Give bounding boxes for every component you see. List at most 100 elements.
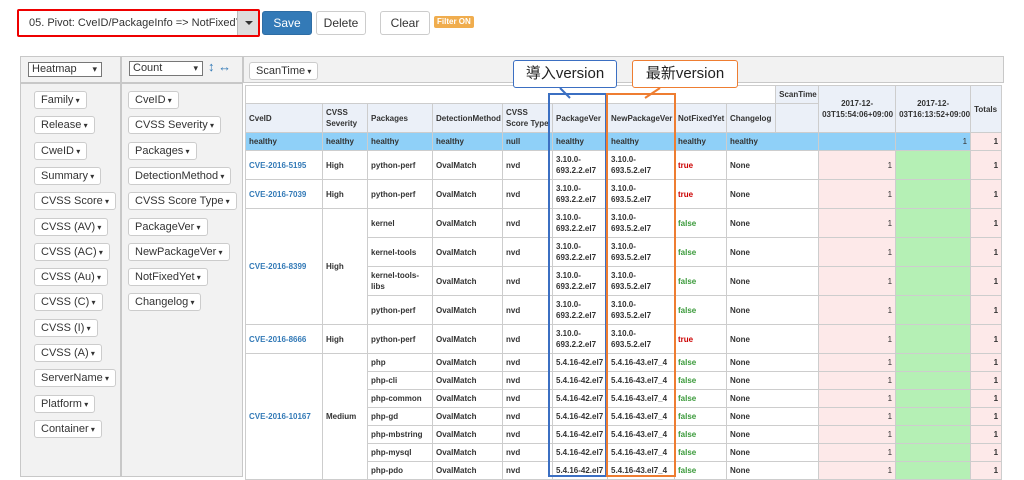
pkg-ver: 3.10.0-693.2.2.el7 — [552, 150, 608, 180]
new-ver: 5.4.16-43.el7_4 — [607, 425, 675, 444]
changelog: None — [725, 461, 820, 480]
package: python-perf — [367, 179, 433, 209]
new-ver: 3.10.0-693.5.2.el7 — [607, 324, 675, 354]
score-type: nvd — [502, 407, 553, 426]
row-header: DetectionMethod — [432, 103, 503, 133]
preset-dropdown[interactable] — [237, 11, 258, 35]
attribute-pill[interactable]: CVSS (I) — [34, 318, 98, 337]
score-type: nvd — [502, 389, 553, 408]
attribute-pill[interactable]: CVSS (Au) — [34, 268, 109, 287]
attribute-pill[interactable]: ServerName — [34, 369, 116, 388]
severity: healthy — [322, 132, 368, 151]
attribute-pill[interactable]: Platform — [34, 394, 96, 413]
preset-select[interactable]: 05. Pivot: CveID/PackageInfo => NotFixed… — [17, 9, 260, 37]
attribute-pill[interactable]: CweID — [34, 141, 88, 160]
table-row: kernel-tools OvalMatch nvd 3.10.0-693.2.2.e… — [246, 237, 1003, 267]
new-ver: 3.10.0-693.5.2.el7 — [607, 208, 675, 238]
row-header: NewPackageVer — [607, 103, 675, 133]
count-cell: 1 — [818, 353, 897, 372]
new-ver: 3.10.0-693.5.2.el7 — [607, 179, 675, 209]
row-attribute-pill[interactable]: DetectionMethod — [128, 166, 232, 185]
changelog: None — [725, 443, 820, 462]
row-attribute-pill[interactable]: CVSS Score Type — [128, 192, 237, 211]
row-header: PackageVer — [552, 103, 608, 133]
row-total: 1 — [970, 237, 1003, 267]
changelog: None — [725, 371, 820, 390]
new-ver: 5.4.16-43.el7_4 — [607, 407, 675, 426]
renderer-select[interactable]: Heatmap — [28, 62, 102, 77]
attribute-pill[interactable]: CVSS Score — [34, 192, 116, 211]
not-fixed: false — [674, 389, 727, 408]
row-attribute-pill[interactable]: NewPackageVer — [128, 242, 230, 261]
count-cell — [895, 179, 972, 209]
table-row: php-gd OvalMatch nvd 5.4.16-42.el7 5.4.16-43… — [246, 407, 1003, 426]
delete-button[interactable]: Delete — [316, 11, 366, 35]
row-attribute-pill[interactable]: NotFixedYet — [128, 268, 208, 287]
count-cell: 1 — [818, 266, 897, 296]
cve-id[interactable]: CVE-2016-10167 — [245, 353, 323, 480]
save-button[interactable]: Save — [262, 11, 312, 35]
count-cell — [895, 208, 972, 238]
package: kernel — [367, 208, 433, 238]
severity: High — [322, 179, 368, 209]
row-attribute-pill[interactable]: Packages — [128, 141, 197, 160]
pkg-ver: 3.10.0-693.2.2.el7 — [552, 179, 608, 209]
method: OvalMatch — [432, 266, 503, 296]
row-attribute-pill[interactable]: Changelog — [128, 293, 202, 312]
count-cell: 1 — [818, 425, 897, 444]
attribute-pill[interactable]: Summary — [34, 166, 102, 185]
method: OvalMatch — [432, 389, 503, 408]
cve-id[interactable]: CVE-2016-8399 — [245, 208, 323, 325]
package: kernel-tools — [367, 237, 433, 267]
changelog: None — [725, 425, 820, 444]
count-cell: 1 — [818, 179, 897, 209]
table-row: CVE-2016-8399 High kernel OvalMatch nvd 3.10.… — [245, 208, 1003, 325]
method: OvalMatch — [432, 371, 503, 390]
cve-id[interactable]: CVE-2016-5195 — [245, 150, 323, 180]
attribute-pill[interactable]: Family — [34, 91, 87, 109]
package: healthy — [367, 132, 433, 151]
pkg-ver: 3.10.0-693.2.2.el7 — [552, 324, 608, 354]
count-cell — [895, 266, 972, 296]
cve-id[interactable]: CVE-2016-7039 — [245, 179, 323, 209]
attribute-pill[interactable]: Container — [34, 419, 102, 438]
cve-id[interactable]: CVE-2016-8666 — [245, 324, 323, 354]
score-type: nvd — [502, 353, 553, 372]
row-attribute-pill[interactable]: CVSS Severity — [128, 116, 221, 135]
count-cell: 1 — [818, 389, 897, 408]
row-total: 1 — [970, 132, 1003, 151]
column-attribute[interactable]: ScanTime — [249, 62, 319, 80]
pkg-ver: 3.10.0-693.2.2.el7 — [552, 266, 608, 296]
package: python-perf — [367, 324, 433, 354]
pkg-ver: 5.4.16-42.el7 — [552, 371, 608, 390]
changelog: None — [725, 295, 820, 325]
aggregator-select[interactable]: Count — [129, 61, 203, 76]
table-row: CVE-2016-8666 High python-perf OvalMatch nvd… — [245, 324, 1003, 354]
row-header: NotFixedYet — [674, 103, 727, 133]
row-total: 1 — [970, 266, 1003, 296]
row-total: 1 — [970, 371, 1003, 390]
count-cell: 1 — [818, 443, 897, 462]
severity: High — [322, 324, 368, 354]
score-type: nvd — [502, 179, 553, 209]
row-attribute-pill[interactable]: CveID — [128, 91, 179, 109]
clear-button[interactable]: Clear — [380, 11, 430, 35]
changelog: None — [725, 389, 820, 408]
row-total: 1 — [970, 353, 1003, 372]
severity: High — [322, 150, 368, 180]
attribute-pill[interactable]: CVSS (AV) — [34, 217, 109, 236]
spacer — [775, 103, 820, 133]
attribute-pill[interactable]: CVSS (AC) — [34, 242, 110, 261]
sort-icons[interactable]: ↕ ↔ — [208, 59, 232, 74]
attribute-pill[interactable]: CVSS (A) — [34, 344, 102, 362]
row-attribute-pill[interactable]: PackageVer — [128, 217, 208, 236]
new-ver: 3.10.0-693.5.2.el7 — [607, 266, 675, 296]
package: kernel-tools-libs — [367, 266, 433, 296]
method: OvalMatch — [432, 179, 503, 209]
table-row: php-pdo OvalMatch nvd 5.4.16-42.el7 5.4.16-4… — [246, 461, 1003, 480]
not-fixed: true — [674, 324, 727, 354]
changelog: None — [725, 353, 820, 372]
attribute-pill[interactable]: CVSS (C) — [34, 293, 103, 312]
method: OvalMatch — [432, 443, 503, 462]
attribute-pill[interactable]: Release — [34, 116, 95, 135]
